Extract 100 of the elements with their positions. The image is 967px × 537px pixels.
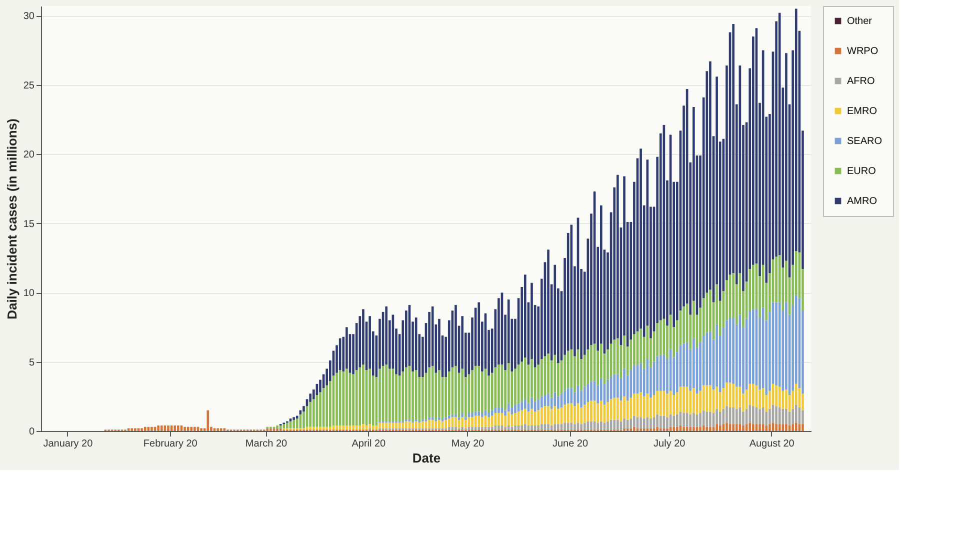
bar [574,406,576,424]
bar [494,407,497,414]
bar [428,367,430,418]
bar [623,368,626,396]
bar [650,418,652,428]
bar [775,424,778,431]
bar [689,414,692,427]
bar [481,417,484,427]
bar [778,407,781,424]
bar [748,384,752,405]
bar [659,390,662,416]
legend-label: AMRO [847,196,878,207]
bar [299,410,302,414]
legend-label: EURO [847,166,876,177]
bar [564,422,566,430]
bar [312,399,315,427]
bar [682,413,685,427]
bar [276,425,278,428]
bar [140,428,143,431]
bar [319,426,322,430]
bar [613,398,616,420]
bar [402,371,404,422]
bar [358,425,362,430]
bar [554,392,556,406]
bar [640,417,642,428]
bar [633,394,636,416]
bar [524,408,526,424]
bar [726,406,728,423]
bar [600,421,602,430]
bar [735,408,738,424]
bar [606,421,609,430]
bar [666,394,668,418]
bar [616,338,619,374]
bar [580,424,582,430]
bar [167,425,170,431]
bar [716,386,718,409]
bar [699,426,702,431]
bar [326,385,328,427]
x-tick-label: April 20 [352,438,386,450]
bar [613,374,616,398]
bar [606,402,609,422]
bar [672,395,676,416]
bar [530,425,533,430]
bar [478,366,480,412]
bar [514,368,516,405]
bar [590,421,592,430]
bar [702,410,705,426]
bar [481,413,484,418]
bar [292,417,295,420]
x-tick-label: May 20 [451,438,485,450]
bar [378,422,381,428]
bar [336,372,338,426]
bar [524,399,526,409]
bar [184,426,186,431]
bar [438,420,440,428]
bar [802,424,804,431]
bar [342,371,345,426]
bar [706,385,708,412]
y-tick-label: 20 [23,150,35,161]
bar [583,422,586,430]
bar [537,425,540,430]
bar [642,418,646,428]
bar [174,425,176,431]
bar [461,426,464,430]
bar [775,256,778,302]
bar [650,398,652,419]
bar [412,422,414,428]
bar [405,367,408,420]
bar [554,406,556,424]
bar [768,424,771,431]
bar [564,404,566,423]
bar [574,424,576,430]
bar [362,364,364,424]
bar [444,420,447,428]
bar [706,412,708,427]
bar [362,424,364,430]
bar [659,416,662,428]
bar [498,364,500,408]
bar [716,424,718,431]
bar [792,424,794,431]
bar [689,426,692,431]
bar [752,406,754,424]
bar [566,403,570,423]
bar [794,384,798,405]
bar [752,384,754,406]
bar [540,407,543,424]
bar [448,426,450,430]
bar [676,414,678,427]
bar [444,417,447,420]
bar [557,408,560,424]
bar [633,416,636,427]
bar [520,425,523,430]
bar [775,385,778,406]
bar [735,424,738,431]
bar [507,425,510,430]
bar [302,406,305,412]
bar [147,426,150,431]
bar [616,398,619,420]
bar [775,406,778,424]
bar [507,403,510,412]
